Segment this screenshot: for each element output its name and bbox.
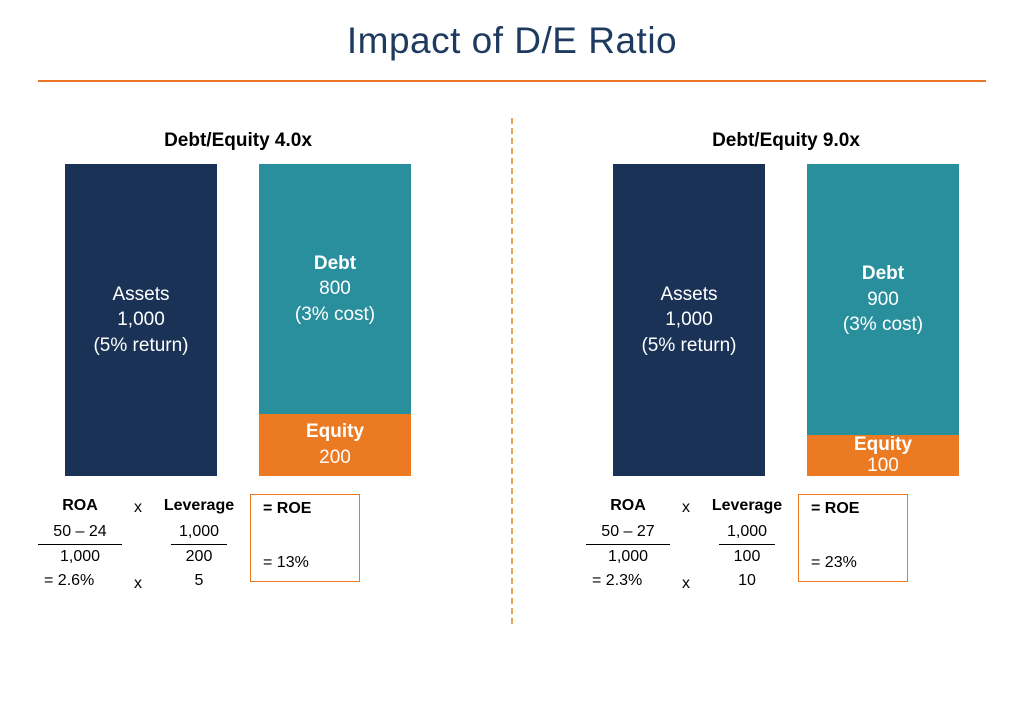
bars-left: Assets 1,000 (5% return) Debt 800 (3% co… <box>38 164 438 476</box>
roa-denom: 1,000 <box>586 545 670 569</box>
roa-result: = 2.6% <box>38 569 122 593</box>
assets-label: Assets <box>660 282 717 308</box>
roe-label: = ROE <box>263 497 347 521</box>
roa-numer: 50 – 24 <box>38 520 122 545</box>
assets-bar-right: Assets 1,000 (5% return) <box>613 164 765 476</box>
equity-value: 100 <box>867 456 899 477</box>
roa-denom: 1,000 <box>38 545 122 569</box>
times-top: x <box>676 494 696 520</box>
roa-numer: 50 – 27 <box>586 520 670 545</box>
lev-label: Leverage <box>154 494 244 518</box>
times-bot: x <box>128 520 148 596</box>
assets-segment: Assets 1,000 (5% return) <box>65 164 217 476</box>
panel-left-title: Debt/Equity 4.0x <box>38 130 438 152</box>
bars-right: Assets 1,000 (5% return) Debt 900 (3% co… <box>586 164 986 476</box>
lev-label: Leverage <box>702 494 792 518</box>
assets-value: 1,000 <box>665 307 713 333</box>
roe-result: = 13% <box>263 551 347 575</box>
times-top: x <box>128 494 148 520</box>
equity-segment-left: Equity 200 <box>259 414 411 476</box>
equity-label: Equity <box>854 435 912 456</box>
formula-right: ROA 50 – 27 1,000 = 2.3% x x Leverage 1,… <box>586 494 986 596</box>
lev-denom: 200 <box>154 545 244 569</box>
debt-label: Debt <box>862 261 904 287</box>
panel-right: Debt/Equity 9.0x Assets 1,000 (5% return… <box>586 130 986 596</box>
lev-result: 10 <box>702 569 792 593</box>
debt-value: 800 <box>319 276 351 302</box>
title-rule <box>38 80 986 82</box>
debt-value: 900 <box>867 287 899 313</box>
roe-result: = 23% <box>811 551 895 575</box>
debt-note: (3% cost) <box>843 312 923 338</box>
liab-bar-right: Debt 900 (3% cost) Equity 100 <box>807 164 959 476</box>
roa-label: ROA <box>38 494 122 518</box>
times-bot: x <box>676 520 696 596</box>
vertical-divider <box>511 118 513 624</box>
liab-bar-left: Debt 800 (3% cost) Equity 200 <box>259 164 411 476</box>
page-title: Impact of D/E Ratio <box>38 20 986 62</box>
panels: Debt/Equity 4.0x Assets 1,000 (5% return… <box>38 130 986 596</box>
assets-note: (5% return) <box>641 333 736 359</box>
roa-col: ROA 50 – 24 1,000 = 2.6% <box>38 494 122 593</box>
lev-result: 5 <box>154 569 244 593</box>
lev-col: Leverage 1,000 100 10 <box>702 494 792 593</box>
debt-note: (3% cost) <box>295 302 375 328</box>
formula-left: ROA 50 – 24 1,000 = 2.6% x x Leverage 1,… <box>38 494 438 596</box>
debt-label: Debt <box>314 251 356 277</box>
debt-segment-left: Debt 800 (3% cost) <box>259 164 411 414</box>
roa-col: ROA 50 – 27 1,000 = 2.3% <box>586 494 670 593</box>
roa-result: = 2.3% <box>586 569 670 593</box>
times-col-1: x x <box>128 494 148 596</box>
panel-right-title: Debt/Equity 9.0x <box>586 130 986 152</box>
roe-box: = ROE = 13% <box>250 494 360 582</box>
debt-segment-right: Debt 900 (3% cost) <box>807 164 959 435</box>
assets-bar-left: Assets 1,000 (5% return) <box>65 164 217 476</box>
assets-value: 1,000 <box>117 307 165 333</box>
panel-left: Debt/Equity 4.0x Assets 1,000 (5% return… <box>38 130 438 596</box>
lev-numer: 1,000 <box>719 520 775 545</box>
roe-box: = ROE = 23% <box>798 494 908 582</box>
assets-segment: Assets 1,000 (5% return) <box>613 164 765 476</box>
assets-label: Assets <box>112 282 169 308</box>
lev-col: Leverage 1,000 200 5 <box>154 494 244 593</box>
equity-value: 200 <box>319 445 351 471</box>
roe-label: = ROE <box>811 497 895 521</box>
roa-label: ROA <box>586 494 670 518</box>
equity-label: Equity <box>306 419 364 445</box>
assets-note: (5% return) <box>93 333 188 359</box>
equity-segment-right: Equity 100 <box>807 435 959 476</box>
lev-numer: 1,000 <box>171 520 227 545</box>
lev-denom: 100 <box>702 545 792 569</box>
times-col-1: x x <box>676 494 696 596</box>
